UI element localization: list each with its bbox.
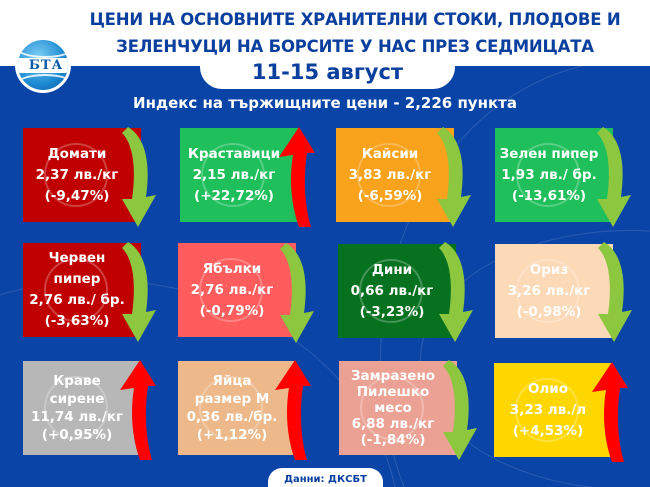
- logo-arc: [18, 40, 68, 58]
- item-change: (-13,61%): [511, 187, 587, 204]
- price-index: Индекс на тържищните цени - 2,226 пункта: [133, 94, 517, 112]
- logo-arc: [18, 74, 68, 90]
- red-pepper-icon: [44, 258, 108, 322]
- item-change: (-3,23%): [359, 303, 425, 320]
- arrow-down-icon: [280, 243, 314, 343]
- bta-logo: БТА: [15, 37, 71, 93]
- arrow-up-icon: [592, 362, 628, 462]
- sunflower-icon: [515, 378, 579, 442]
- arrow-down-icon: [597, 127, 631, 227]
- green-pepper-icon: [516, 143, 580, 207]
- price-card-green-pepper: Зелен пипер 1,93 лв./ бр. (-13,61%): [495, 128, 613, 222]
- arrow-up-icon: [275, 360, 311, 460]
- item-name-line: Замразено: [350, 368, 436, 384]
- tomato-icon: [44, 143, 108, 207]
- item-price: 1,93 лв./ бр.: [501, 166, 597, 183]
- item-change: (-3,63%): [44, 313, 110, 329]
- item-price: 2,76 лв./ бр.: [29, 292, 125, 308]
- arrow-down-icon: [122, 127, 156, 227]
- item-name: Кайсии: [361, 145, 419, 162]
- item-name: Зелен пипер: [499, 145, 599, 162]
- item-name: Краставици: [187, 145, 281, 162]
- item-change: (+0,95%): [41, 427, 113, 443]
- page-title-line-1: ЦЕНИ НА ОСНОВНИТЕ ХРАНИТЕЛНИ СТОКИ, ПЛОД…: [89, 10, 621, 29]
- arrow-down-icon: [439, 242, 473, 342]
- date-range: 11-15 август: [200, 55, 455, 89]
- item-name: Червен пипер: [48, 250, 106, 287]
- item-change: (+22,72%): [194, 187, 274, 204]
- item-price: 3,83 лв./кг: [348, 166, 432, 183]
- rice-icon: [516, 259, 580, 323]
- arrow-down-icon: [122, 242, 156, 342]
- item-name: Ябълки: [202, 260, 262, 277]
- price-card-oil: Олио 3,23 лв./л (+4,53%): [494, 363, 612, 457]
- arrow-down-icon: [437, 127, 471, 227]
- price-card-red-pepper: Червен пипер 2,76 лв./ бр. (-3,63%): [23, 243, 141, 337]
- arrow-down-icon: [443, 360, 477, 460]
- item-price: 2,37 лв./кг: [35, 166, 119, 183]
- apricot-icon: [357, 143, 421, 207]
- price-card-apples: Ябълки 2,76 лв./кг (-0,79%): [178, 243, 296, 337]
- price-card-tomatoes: Домати 2,37 лв./кг (-9,47%): [23, 128, 141, 222]
- item-name-line: размер М: [194, 391, 270, 407]
- logo-text: БТА: [18, 58, 68, 73]
- cucumber-icon: [201, 143, 265, 207]
- item-name: Дини: [371, 261, 413, 278]
- item-change: (-6,59%): [357, 187, 423, 204]
- arrow-down-icon: [598, 242, 632, 342]
- page-title-line-2: ЗЕЛЕНЧУЦИ НА БОРСИТЕ У НАС ПРЕЗ СЕДМИЦАТ…: [116, 37, 594, 56]
- item-price: 0,36 лв./бр.: [186, 409, 278, 425]
- watermelon-icon: [359, 259, 423, 323]
- price-card-watermelons: Дини 0,66 лв./кг (-3,23%): [338, 244, 456, 338]
- item-name-line: сирене: [49, 391, 105, 407]
- item-name-line: месо: [374, 400, 412, 416]
- price-card-eggs: Яйца размер М 0,36 лв./бр. (+1,12%): [178, 361, 296, 455]
- item-change: (-1,84%): [360, 432, 426, 448]
- chicken-icon: [360, 376, 424, 440]
- item-price: 11,74 лв./кг: [30, 409, 124, 425]
- item-price: 3,26 лв./кг: [507, 282, 591, 299]
- item-price: 3,23 лв./л: [509, 401, 587, 418]
- arrow-up-icon: [120, 360, 156, 460]
- item-change: (-9,47%): [44, 187, 110, 204]
- price-card-frozen-chicken: Замразено Пилешко месо 6,88 лв./кг (-1,8…: [339, 361, 457, 455]
- item-price: 2,15 лв./кг: [192, 166, 276, 183]
- item-change: (-0,79%): [199, 302, 265, 319]
- item-price: 6,88 лв./кг: [351, 416, 435, 432]
- price-card-rice: Ориз 3,26 лв./кг (-0,98%): [495, 244, 613, 338]
- item-name: Домати: [47, 145, 107, 162]
- item-name-line: Краве: [53, 373, 101, 389]
- item-price: 2,76 лв./кг: [190, 281, 274, 298]
- cheese-icon: [44, 376, 108, 440]
- item-price: 0,66 лв./кг: [350, 282, 434, 299]
- item-name-line: Пилешко: [356, 384, 430, 400]
- item-name: Олио: [527, 380, 569, 397]
- apple-icon: [199, 258, 263, 322]
- item-name-line: Яйца: [212, 373, 252, 389]
- item-change: (+4,53%): [512, 422, 584, 439]
- price-card-cow-cheese: Краве сирене 11,74 лв./кг (+0,95%): [23, 361, 141, 455]
- data-source: Данни: ДКСБТ: [268, 468, 383, 487]
- item-change: (-0,98%): [516, 303, 582, 320]
- arrow-up-icon: [279, 127, 315, 227]
- item-change: (+1,12%): [196, 427, 268, 443]
- egg-icon: [199, 376, 263, 440]
- item-name: Ориз: [529, 261, 569, 278]
- price-card-apricots: Кайсии 3,83 лв./кг (-6,59%): [336, 128, 454, 222]
- price-card-cucumbers: Краставици 2,15 лв./кг (+22,72%): [180, 128, 298, 222]
